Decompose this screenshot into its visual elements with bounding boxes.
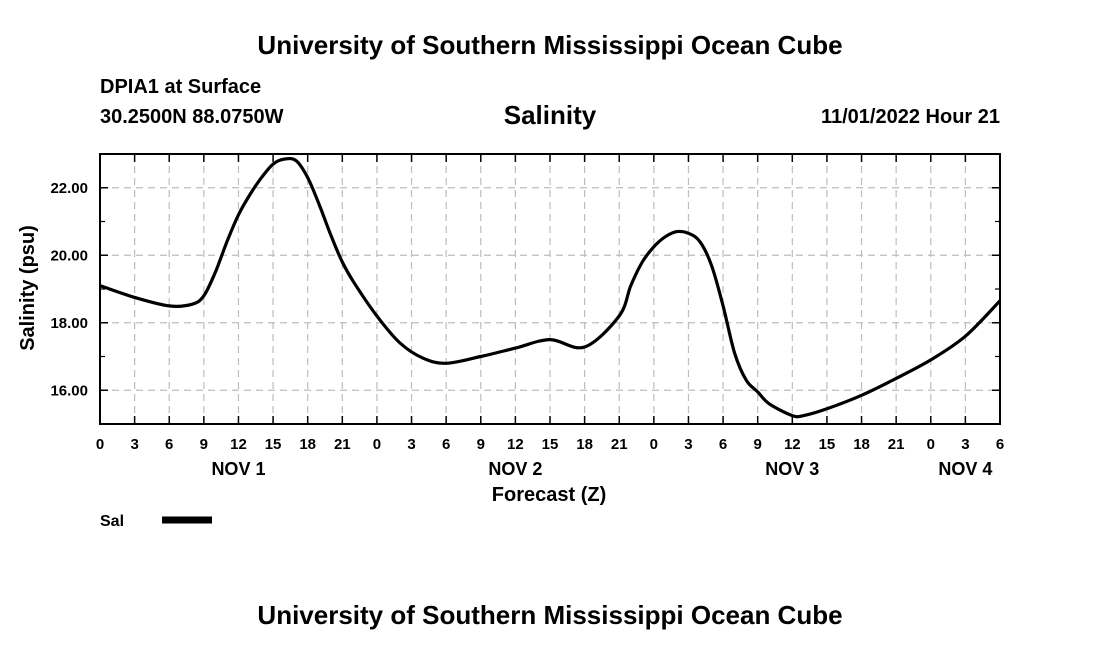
- x-tick-label: 12: [784, 436, 801, 453]
- x-tick-label: 15: [265, 436, 282, 453]
- x-tick-label: 9: [754, 436, 762, 453]
- chart-title: Salinity: [503, 100, 597, 130]
- series-line-sal: [99, 156, 1002, 419]
- x-tick-label: 15: [819, 436, 836, 453]
- x-tick-label: 12: [230, 436, 247, 453]
- x-tick-label: 0: [927, 436, 935, 453]
- day-label: NOV 4: [938, 459, 992, 479]
- y-tick-label: 22.00: [50, 180, 88, 197]
- day-label: NOV 2: [488, 459, 542, 479]
- x-axis-label: Forecast (Z): [492, 484, 606, 506]
- x-tick-label: 18: [576, 436, 593, 453]
- day-label: NOV 1: [211, 459, 265, 479]
- x-tick-label: 21: [611, 436, 628, 453]
- x-tick-label: 3: [684, 436, 692, 453]
- x-tick-label: 6: [996, 436, 1004, 453]
- x-tick-label: 3: [130, 436, 138, 453]
- x-tick-label: 9: [200, 436, 208, 453]
- y-tick-label: 18.00: [50, 315, 88, 332]
- y-axis-label: Salinity (psu): [17, 225, 39, 351]
- coordinates-label: 30.2500N 88.0750W: [100, 106, 284, 128]
- x-tick-label: 0: [373, 436, 381, 453]
- x-tick-label: 3: [407, 436, 415, 453]
- x-tick-label: 0: [96, 436, 104, 453]
- x-tick-label: 21: [888, 436, 905, 453]
- legend: Sal: [100, 513, 212, 530]
- series-group: [99, 156, 1002, 419]
- x-tick-label: 12: [507, 436, 524, 453]
- x-tick-label: 9: [477, 436, 485, 453]
- datetime-label: 11/01/2022 Hour 21: [820, 106, 1000, 128]
- x-tick-label: 3: [961, 436, 969, 453]
- x-tick-label: 6: [442, 436, 450, 453]
- x-tick-label: 21: [334, 436, 351, 453]
- station-label: DPIA1 at Surface: [100, 76, 262, 98]
- x-tick-label: 6: [165, 436, 173, 453]
- day-label: NOV 3: [765, 459, 819, 479]
- legend-label: Sal: [100, 513, 124, 530]
- ticks: 0 3 6 9 12 15 18 21 0 3 6 9 12 15 18 21 0 3 6 9 12 15 18 21 0 3 6 1…: [50, 153, 1004, 479]
- page-title-bottom: University of Southern Mississippi Ocean…: [257, 600, 843, 630]
- grid-lines: [100, 154, 1000, 424]
- y-tick-label: 20.00: [50, 247, 88, 264]
- x-tick-label: 18: [853, 436, 870, 453]
- page-title-top: University of Southern Mississippi Ocean…: [257, 30, 843, 60]
- x-tick-label: 18: [299, 436, 316, 453]
- x-tick-label: 6: [719, 436, 727, 453]
- x-tick-label: 15: [542, 436, 559, 453]
- y-tick-label: 16.00: [50, 382, 88, 399]
- x-tick-label: 0: [650, 436, 658, 453]
